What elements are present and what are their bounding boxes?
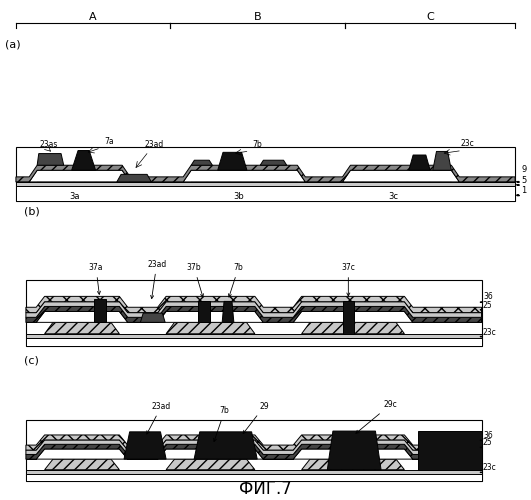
Text: (b): (b) bbox=[23, 206, 39, 216]
Polygon shape bbox=[433, 152, 451, 170]
Polygon shape bbox=[26, 280, 482, 346]
Polygon shape bbox=[26, 302, 482, 318]
Polygon shape bbox=[26, 338, 482, 346]
Text: 29c: 29c bbox=[356, 400, 397, 434]
Polygon shape bbox=[45, 459, 119, 469]
Polygon shape bbox=[93, 299, 106, 322]
Text: 7b: 7b bbox=[228, 263, 243, 297]
Text: 23ad: 23ad bbox=[147, 402, 171, 434]
Text: 23c: 23c bbox=[460, 139, 474, 148]
Polygon shape bbox=[222, 302, 234, 322]
Text: 23as: 23as bbox=[40, 140, 58, 148]
Polygon shape bbox=[350, 170, 451, 182]
Polygon shape bbox=[26, 334, 482, 338]
Text: 36: 36 bbox=[483, 430, 493, 440]
Polygon shape bbox=[26, 440, 482, 454]
Polygon shape bbox=[45, 322, 119, 334]
Polygon shape bbox=[26, 470, 482, 474]
Polygon shape bbox=[117, 174, 151, 182]
Text: 3b: 3b bbox=[234, 192, 244, 201]
Text: 1: 1 bbox=[521, 186, 527, 196]
Polygon shape bbox=[26, 449, 482, 459]
Polygon shape bbox=[26, 474, 482, 481]
Polygon shape bbox=[16, 170, 515, 182]
Text: 9: 9 bbox=[521, 165, 527, 174]
Polygon shape bbox=[26, 312, 482, 322]
Text: 23c: 23c bbox=[483, 328, 496, 336]
Polygon shape bbox=[166, 459, 255, 469]
Text: 37a: 37a bbox=[89, 263, 103, 294]
Text: C: C bbox=[426, 12, 434, 22]
Text: 23c: 23c bbox=[483, 464, 496, 472]
Text: 29: 29 bbox=[243, 402, 269, 434]
Polygon shape bbox=[26, 296, 482, 312]
Polygon shape bbox=[302, 322, 405, 334]
Text: 3c: 3c bbox=[388, 192, 398, 201]
Polygon shape bbox=[302, 459, 405, 469]
Polygon shape bbox=[327, 431, 381, 470]
Text: (c): (c) bbox=[23, 356, 38, 366]
Text: (a): (a) bbox=[5, 40, 21, 50]
Text: B: B bbox=[254, 12, 261, 22]
Text: 25: 25 bbox=[483, 438, 493, 448]
Text: 23ad: 23ad bbox=[144, 140, 164, 148]
Text: 7b: 7b bbox=[213, 406, 229, 442]
Polygon shape bbox=[16, 147, 515, 201]
Polygon shape bbox=[166, 322, 255, 334]
Polygon shape bbox=[26, 306, 482, 322]
Text: 25: 25 bbox=[483, 301, 493, 310]
Polygon shape bbox=[260, 160, 287, 165]
Polygon shape bbox=[342, 300, 354, 334]
Text: ФИГ.7: ФИГ.7 bbox=[239, 480, 292, 498]
Polygon shape bbox=[124, 432, 166, 459]
Text: 36: 36 bbox=[483, 292, 493, 302]
Polygon shape bbox=[37, 154, 64, 165]
Text: 37c: 37c bbox=[341, 263, 355, 296]
Polygon shape bbox=[191, 170, 297, 182]
Polygon shape bbox=[409, 155, 430, 170]
Polygon shape bbox=[26, 435, 482, 450]
Polygon shape bbox=[72, 150, 96, 170]
Polygon shape bbox=[194, 432, 257, 459]
Text: 5: 5 bbox=[521, 176, 527, 185]
Polygon shape bbox=[16, 182, 515, 186]
Polygon shape bbox=[191, 160, 212, 165]
Text: 3a: 3a bbox=[69, 192, 80, 201]
Text: 7a: 7a bbox=[104, 137, 114, 146]
Text: A: A bbox=[89, 12, 97, 22]
Text: 37b: 37b bbox=[187, 263, 203, 297]
Polygon shape bbox=[218, 152, 247, 170]
Polygon shape bbox=[140, 313, 165, 322]
Polygon shape bbox=[26, 444, 482, 459]
Polygon shape bbox=[418, 431, 482, 470]
Text: 23ad: 23ad bbox=[147, 260, 166, 298]
Polygon shape bbox=[16, 186, 515, 200]
Polygon shape bbox=[37, 170, 122, 182]
Polygon shape bbox=[16, 165, 515, 182]
Text: 7b: 7b bbox=[253, 140, 262, 148]
Polygon shape bbox=[198, 302, 210, 322]
Polygon shape bbox=[26, 420, 482, 481]
